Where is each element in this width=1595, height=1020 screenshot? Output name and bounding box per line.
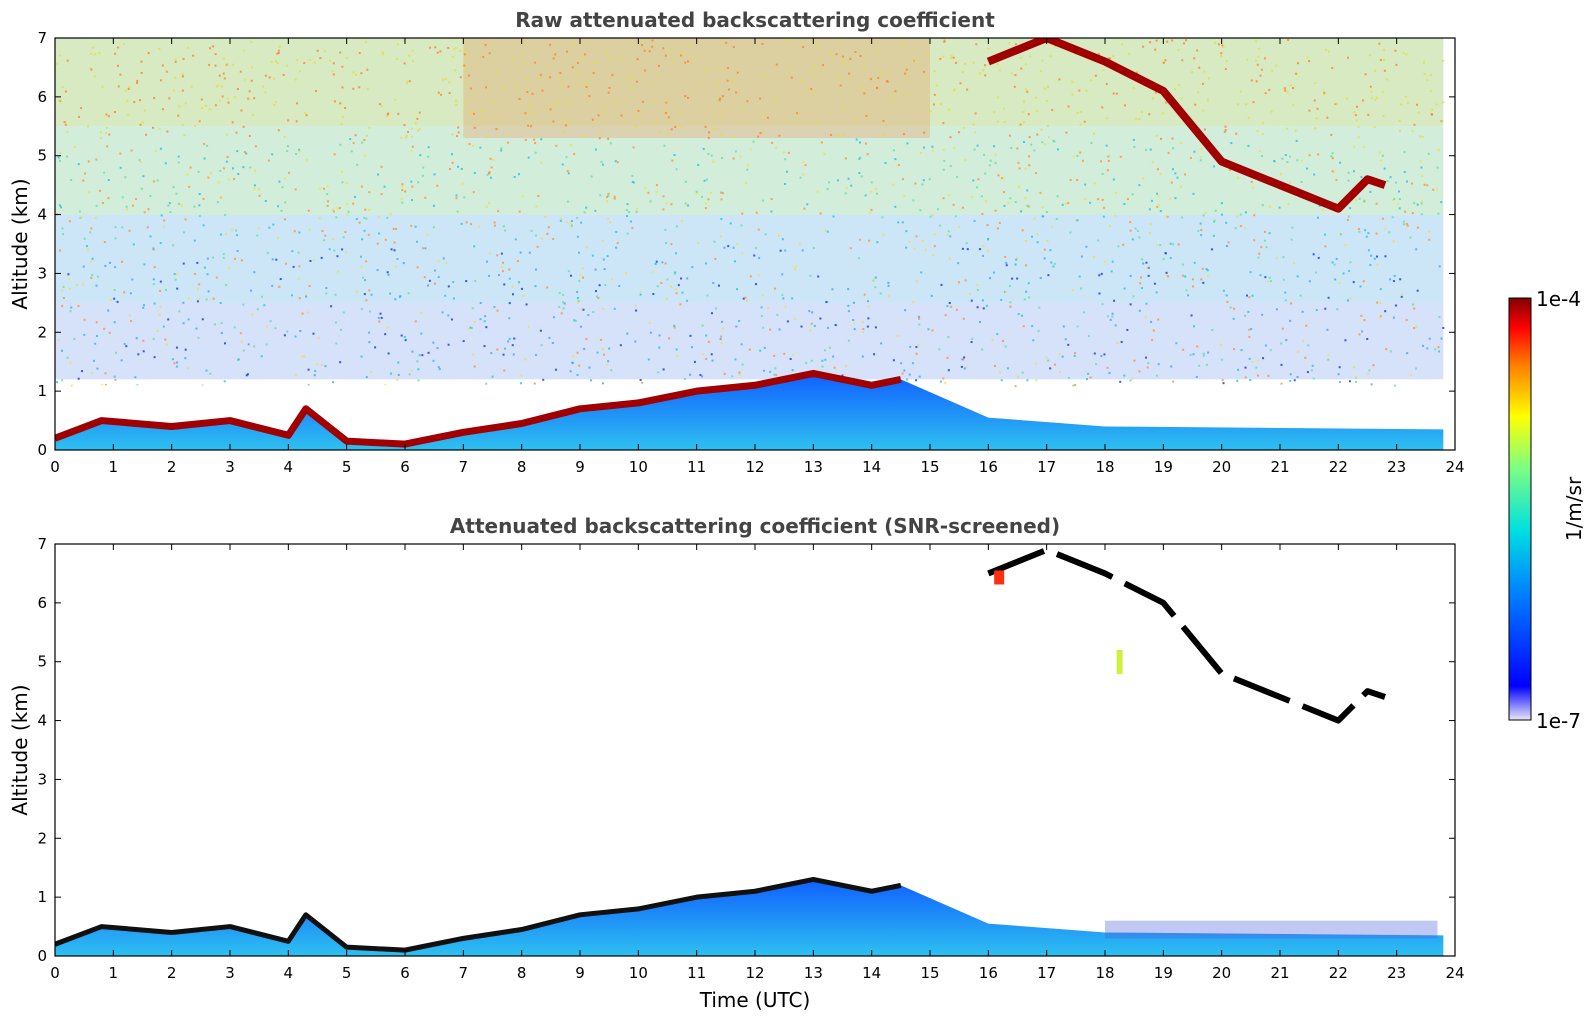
bottom-y-axis: 0 1 2 3 4 5 6 7	[37, 535, 1455, 965]
bot-x-tick-label: 10	[629, 964, 648, 982]
top-y-tick-label: 6	[37, 88, 47, 106]
bot-x-tick-label: 6	[400, 964, 410, 982]
top-y-tick-label: 4	[37, 206, 47, 224]
bot-x-tick-label: 22	[1329, 964, 1348, 982]
bottom-boundary-layer-top	[55, 876, 902, 953]
top-y-tick-label: 1	[37, 382, 47, 400]
bot-x-tick-label: 2	[167, 964, 177, 982]
bot-y-tick-label: 0	[37, 947, 47, 965]
bot-x-tick-label: 19	[1154, 964, 1173, 982]
bottom-cloud-spot	[994, 570, 1005, 585]
bot-x-tick-label: 8	[517, 964, 527, 982]
bot-x-tick-label: 12	[745, 964, 764, 982]
top-x-tick-label: 16	[979, 458, 998, 476]
top-x-tick-label: 9	[575, 458, 585, 476]
top-y-tick-label: 5	[37, 147, 47, 165]
top-x-tick-label: 10	[629, 458, 648, 476]
bot-x-tick-label: 5	[342, 964, 352, 982]
colorbar-min-label: 1e-7	[1536, 709, 1581, 733]
top-x-tick-label: 24	[1445, 458, 1464, 476]
x-axis-label: Time (UTC)	[699, 988, 811, 1012]
bot-y-tick-label: 1	[37, 888, 47, 906]
top-boundary-layer-top	[55, 369, 902, 448]
bottom-x-axis: 0 1 2 3 4 5 6 7 8 9 10 11 12 13 14 15 16 17 18 19 20 21 22 23 24	[50, 544, 1465, 982]
bot-x-tick-label: 17	[1037, 964, 1056, 982]
top-x-tick-label: 2	[167, 458, 177, 476]
bot-y-tick-label: 7	[37, 535, 47, 553]
top-x-tick-label: 22	[1329, 458, 1348, 476]
bot-x-tick-label: 15	[920, 964, 939, 982]
top-y-axis: 0 1 2 3 4 5 6 7	[37, 29, 1455, 459]
bot-x-tick-label: 24	[1445, 964, 1464, 982]
top-x-tick-label: 1	[109, 458, 119, 476]
bot-x-tick-label: 14	[862, 964, 881, 982]
bot-x-tick-label: 9	[575, 964, 585, 982]
colorbar-gradient	[1508, 297, 1532, 721]
bot-x-tick-label: 18	[1095, 964, 1114, 982]
bottom-boundary-layer	[55, 879, 1444, 956]
top-x-tick-label: 21	[1270, 458, 1289, 476]
colorbar-unit-label: 1/m/sr	[1562, 476, 1586, 541]
bottom-evening-layer	[1105, 920, 1438, 939]
top-x-tick-label: 15	[920, 458, 939, 476]
top-y-tick-label: 3	[37, 264, 47, 282]
bot-x-tick-label: 1	[109, 964, 119, 982]
top-x-tick-label: 13	[804, 458, 823, 476]
bottom-cloud-layer	[987, 546, 1386, 724]
bot-x-tick-label: 7	[459, 964, 469, 982]
bot-x-tick-label: 23	[1387, 964, 1406, 982]
top-x-tick-label: 8	[517, 458, 527, 476]
top-x-tick-label: 11	[687, 458, 706, 476]
top-x-tick-label: 20	[1212, 458, 1231, 476]
top-x-tick-label: 0	[50, 458, 60, 476]
top-y-tick-label: 7	[37, 29, 47, 47]
top-x-tick-label: 18	[1095, 458, 1114, 476]
top-y-tick-label: 2	[37, 323, 47, 341]
bottom-chart-title: Attenuated backscattering coefficient (S…	[450, 514, 1060, 538]
bot-x-tick-label: 16	[979, 964, 998, 982]
top-x-tick-label: 6	[400, 458, 410, 476]
bottom-y-axis-label: Altitude (km)	[8, 684, 32, 815]
bot-x-tick-label: 20	[1212, 964, 1231, 982]
top-heatmap	[55, 38, 1455, 450]
bot-x-tick-label: 3	[225, 964, 235, 982]
bot-x-tick-label: 13	[804, 964, 823, 982]
bot-y-tick-label: 4	[37, 712, 47, 730]
bot-y-tick-label: 5	[37, 653, 47, 671]
top-boundary-layer	[55, 373, 1444, 450]
bot-y-tick-label: 3	[37, 770, 47, 788]
bot-x-tick-label: 21	[1270, 964, 1289, 982]
bot-x-tick-label: 4	[284, 964, 294, 982]
top-y-tick-label: 0	[37, 441, 47, 459]
top-x-axis: 0 1 2 3 4 5 6 7 8 9 10 11 12 13 14 15 16 17 18 19 20 21 22 23 24	[50, 38, 1465, 476]
bot-y-tick-label: 6	[37, 594, 47, 612]
top-x-tick-label: 23	[1387, 458, 1406, 476]
top-x-tick-label: 4	[284, 458, 294, 476]
top-x-tick-label: 19	[1154, 458, 1173, 476]
bot-x-tick-label: 0	[50, 964, 60, 982]
colorbar: 1e-4 1e-7 1/m/sr	[1508, 287, 1586, 733]
top-cloud-layer	[986, 38, 1387, 213]
bottom-virga	[1116, 649, 1123, 674]
bot-y-tick-label: 2	[37, 829, 47, 847]
top-x-tick-label: 12	[745, 458, 764, 476]
top-x-tick-label: 7	[459, 458, 469, 476]
top-x-tick-label: 14	[862, 458, 881, 476]
top-x-tick-label: 3	[225, 458, 235, 476]
top-x-tick-label: 17	[1037, 458, 1056, 476]
bot-x-tick-label: 11	[687, 964, 706, 982]
colorbar-max-label: 1e-4	[1536, 287, 1581, 311]
bottom-heatmap	[55, 544, 1455, 956]
top-chart-title: Raw attenuated backscattering coefficien…	[515, 8, 995, 32]
top-x-tick-label: 5	[342, 458, 352, 476]
top-y-axis-label: Altitude (km)	[8, 178, 32, 309]
